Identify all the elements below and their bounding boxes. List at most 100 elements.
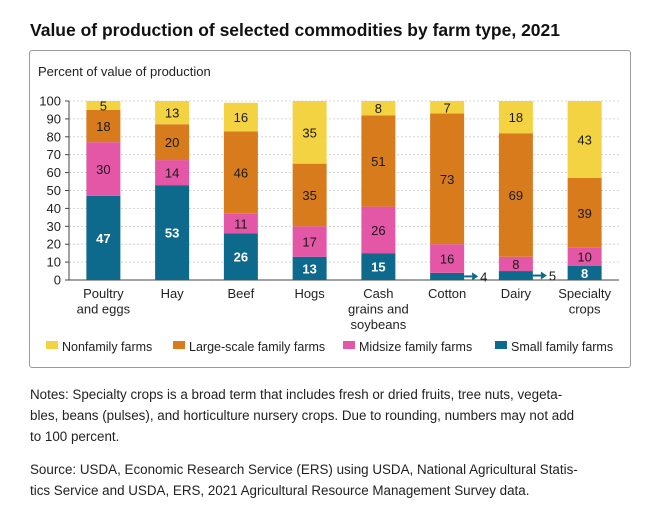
data-label: 43 <box>577 132 591 147</box>
bar-segment <box>567 101 602 178</box>
y-tick-label: 80 <box>47 129 61 144</box>
bar-segment <box>155 101 190 125</box>
x-tick-label: grains and <box>348 302 409 317</box>
y-tick-label: 90 <box>47 111 61 126</box>
data-label: 51 <box>371 154 385 169</box>
data-label: 7 <box>444 100 451 115</box>
x-tick-label: crops <box>569 302 601 317</box>
x-tick-label: Poultry <box>83 286 124 301</box>
bar-segment <box>292 101 327 164</box>
bar-segment <box>86 109 121 143</box>
legend-swatch <box>495 341 507 349</box>
data-label: 11 <box>234 217 248 232</box>
y-tick-label: 100 <box>39 94 61 109</box>
y-axis-label: Percent of value of production <box>38 64 211 79</box>
bar-segment <box>155 185 190 280</box>
bar-segment <box>498 101 533 134</box>
bar-segment <box>430 101 465 114</box>
y-tick-label: 50 <box>47 183 61 198</box>
bar-segment <box>223 131 258 214</box>
legend-label: Small family farms <box>511 340 613 354</box>
x-tick-label: Cotton <box>428 286 466 301</box>
data-label: 26 <box>371 223 385 238</box>
data-label: 26 <box>234 250 248 265</box>
data-label: 14 <box>165 166 179 181</box>
y-tick-label: 10 <box>47 255 61 270</box>
bar-segment <box>361 206 396 254</box>
bar-segment <box>361 253 396 280</box>
data-label: 46 <box>234 166 248 181</box>
bar-segment <box>155 160 190 186</box>
bar-segment <box>567 177 602 248</box>
legend-swatch <box>173 341 185 349</box>
bar-segment <box>567 265 602 280</box>
data-label: 53 <box>165 226 179 241</box>
bar-segment <box>223 233 258 280</box>
x-tick-label: Dairy <box>501 286 532 301</box>
data-label: 16 <box>234 110 248 125</box>
data-label: 8 <box>375 101 382 116</box>
bar-segment <box>498 133 533 257</box>
x-tick-label: Specialty <box>558 286 611 301</box>
bar-segment <box>292 226 327 257</box>
y-tick-label: 40 <box>47 201 61 216</box>
chart-source: Source: USDA, Economic Research Service … <box>30 459 630 501</box>
data-label: 17 <box>302 235 316 250</box>
bar-segment <box>430 244 465 273</box>
y-tick-label: 0 <box>54 273 61 288</box>
bar-segment <box>223 102 258 132</box>
notes-text: Notes: Specialty crops is a broad term t… <box>30 387 575 444</box>
data-label: 47 <box>96 231 110 246</box>
legend-swatch <box>46 341 58 349</box>
stacked-bar-chart: 01020304050607080901004730185Poultryand … <box>39 94 619 354</box>
bar-segment <box>361 101 396 116</box>
bar-segment <box>292 256 327 280</box>
source-text: Source: USDA, Economic Research Service … <box>30 462 578 498</box>
bar-segment <box>86 195 121 280</box>
data-label: 10 <box>577 250 591 265</box>
bar-segment <box>430 113 465 245</box>
legend-label: Large-scale family farms <box>189 340 325 354</box>
data-label: 35 <box>302 188 316 203</box>
y-tick-label: 30 <box>47 219 61 234</box>
data-label: 8 <box>581 266 588 281</box>
bar-segment <box>86 142 121 196</box>
bar-segment <box>430 272 465 280</box>
bar-segment <box>155 124 190 161</box>
chart-frame <box>29 50 631 368</box>
data-label: 13 <box>165 106 179 121</box>
y-tick-label: 70 <box>47 147 61 162</box>
y-tick-label: 60 <box>47 165 61 180</box>
bar-segment <box>86 101 121 110</box>
data-label: 8 <box>512 257 519 272</box>
legend-label: Nonfamily farms <box>62 340 152 354</box>
data-label: 73 <box>440 172 454 187</box>
data-label: 39 <box>577 206 591 221</box>
bar-segment <box>567 247 602 266</box>
data-label: 13 <box>302 261 316 276</box>
data-label: 18 <box>96 119 110 134</box>
x-tick-label: Cash <box>363 286 393 301</box>
data-label: 20 <box>165 135 179 150</box>
legend-swatch <box>343 341 355 349</box>
x-tick-label: soybeans <box>351 317 407 332</box>
bar-segment <box>361 115 396 207</box>
chart-notes: Notes: Specialty crops is a broad term t… <box>30 384 630 447</box>
data-label: 5 <box>549 269 556 284</box>
data-label: 4 <box>480 269 487 284</box>
chart-title: Value of production of selected commodit… <box>30 20 560 40</box>
x-tick-label: and eggs <box>77 302 131 317</box>
data-label: 30 <box>96 162 110 177</box>
legend-label: Midsize family farms <box>359 340 472 354</box>
bar-segment <box>223 213 258 234</box>
data-label: 5 <box>100 98 107 113</box>
x-tick-label: Hay <box>161 286 185 301</box>
data-label: 35 <box>302 125 316 140</box>
label-arrow <box>540 271 547 280</box>
data-label: 15 <box>371 260 385 275</box>
data-label: 18 <box>509 110 523 125</box>
x-tick-label: Beef <box>228 286 255 301</box>
bar-segment <box>498 271 533 280</box>
y-tick-label: 20 <box>47 237 61 252</box>
data-label: 16 <box>440 252 454 267</box>
